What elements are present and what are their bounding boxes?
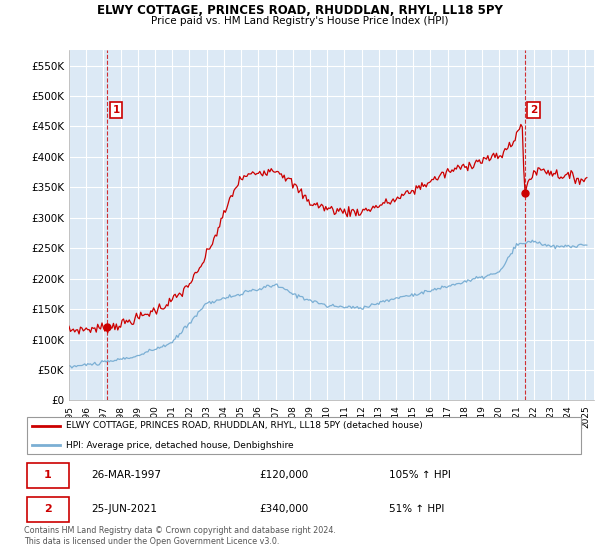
- Text: ELWY COTTAGE, PRINCES ROAD, RHUDDLAN, RHYL, LL18 5PY (detached house): ELWY COTTAGE, PRINCES ROAD, RHUDDLAN, RH…: [66, 421, 423, 430]
- Text: Price paid vs. HM Land Registry's House Price Index (HPI): Price paid vs. HM Land Registry's House …: [151, 16, 449, 26]
- Text: £120,000: £120,000: [260, 470, 309, 480]
- FancyBboxPatch shape: [27, 417, 581, 454]
- Text: 2: 2: [44, 505, 52, 515]
- Text: £340,000: £340,000: [260, 505, 309, 515]
- Text: HPI: Average price, detached house, Denbighshire: HPI: Average price, detached house, Denb…: [66, 441, 294, 450]
- Text: 105% ↑ HPI: 105% ↑ HPI: [389, 470, 451, 480]
- Text: 1: 1: [113, 105, 120, 115]
- Text: 2: 2: [530, 105, 537, 115]
- Text: Contains HM Land Registry data © Crown copyright and database right 2024.
This d: Contains HM Land Registry data © Crown c…: [24, 526, 336, 546]
- Text: 26-MAR-1997: 26-MAR-1997: [91, 470, 161, 480]
- Text: 1: 1: [44, 470, 52, 480]
- Text: 25-JUN-2021: 25-JUN-2021: [91, 505, 157, 515]
- FancyBboxPatch shape: [27, 463, 69, 488]
- Text: 51% ↑ HPI: 51% ↑ HPI: [389, 505, 444, 515]
- Text: ELWY COTTAGE, PRINCES ROAD, RHUDDLAN, RHYL, LL18 5PY: ELWY COTTAGE, PRINCES ROAD, RHUDDLAN, RH…: [97, 4, 503, 17]
- FancyBboxPatch shape: [27, 497, 69, 522]
